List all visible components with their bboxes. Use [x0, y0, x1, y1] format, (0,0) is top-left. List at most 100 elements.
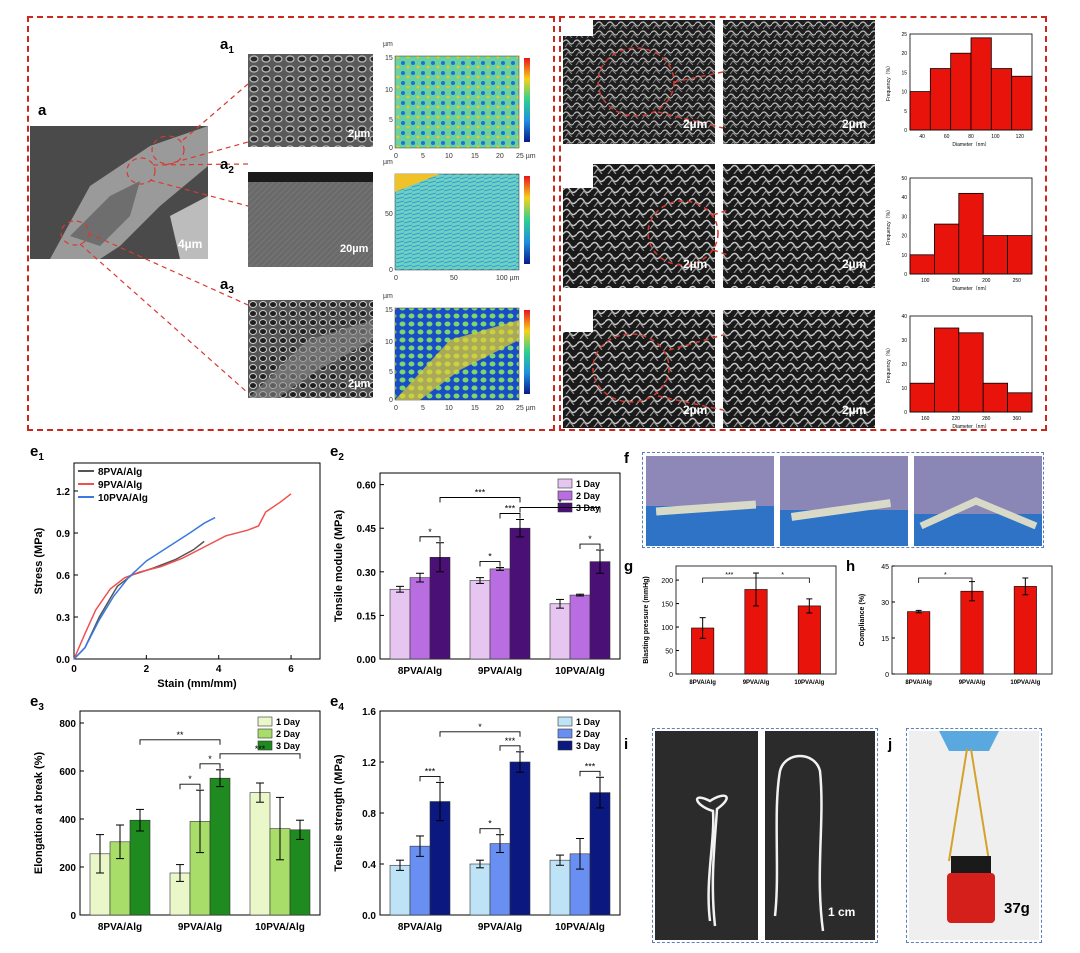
- x-axis-label: Diameter（nm）: [952, 424, 989, 430]
- significance-bracket: [479, 828, 501, 834]
- significance-label: ***: [505, 736, 516, 746]
- y-tick-label: 15: [901, 70, 907, 76]
- bar: [1013, 586, 1037, 675]
- svg-text:100 µm: 100 µm: [496, 275, 520, 282]
- label-g: g: [624, 558, 634, 575]
- significance-label: *: [208, 754, 212, 764]
- y-tick-label: 0: [904, 128, 907, 134]
- bar-2 Day: [569, 594, 591, 660]
- label-a1: a1: [220, 36, 234, 56]
- significance-label: *: [781, 572, 784, 579]
- significance-label: *: [588, 534, 592, 544]
- svg-text:5: 5: [389, 117, 393, 124]
- y-axis-label: Frequency（%）: [886, 207, 892, 245]
- x-category-label: 9PVA/Alg: [743, 680, 770, 686]
- x-category-label: 9PVA/Alg: [959, 680, 986, 686]
- y-axis-label: Stress (MPa): [33, 527, 45, 594]
- significance-bracket: [499, 513, 521, 519]
- hist-bar: [970, 37, 992, 131]
- y-tick-label: 10: [901, 90, 907, 96]
- connector-lines-a: [60, 83, 249, 394]
- scale-a3: 2µm: [348, 378, 371, 390]
- panel-f-frame: [642, 452, 1044, 548]
- significance-bracket: [419, 775, 441, 782]
- significance-bracket: [579, 770, 601, 777]
- significance-label: *: [488, 819, 492, 829]
- significance-bracket: [439, 497, 521, 503]
- scale-a: 4µm: [178, 237, 203, 251]
- significance-bracket: [479, 561, 501, 567]
- x-category-label: 10PVA/Alg: [1010, 680, 1040, 686]
- legend-label: 8PVA/Alg: [98, 467, 142, 478]
- label-e3: e3: [30, 693, 44, 713]
- significance-bracket: [219, 753, 301, 759]
- bar-3 Day: [589, 792, 611, 916]
- sem-images-bcd: [563, 20, 875, 428]
- y-tick-label: 0: [885, 672, 889, 679]
- sem-image-a3: [248, 300, 373, 398]
- significance-bracket: [419, 536, 441, 542]
- photo-i: [655, 731, 875, 940]
- legend-label: 3 Day: [276, 741, 300, 751]
- x-category-label: 10PVA/Alg: [794, 680, 824, 686]
- svg-text:15: 15: [385, 55, 393, 62]
- label-e1: e1: [30, 443, 44, 463]
- scale-c-right: 2µm: [842, 257, 867, 271]
- significance-label: *: [188, 774, 192, 784]
- significance-bracket: [179, 783, 201, 790]
- y-tick-label: 0.60: [357, 481, 377, 492]
- y-tick-label: 0: [669, 672, 673, 679]
- svg-text:0: 0: [394, 153, 398, 160]
- x-tick-label: 150: [952, 278, 961, 284]
- hist-bar: [1007, 235, 1033, 275]
- chart-h: 0 15 30 45 8PVA/Alg 9PVA/Alg 10PVA/Alg Complian…: [859, 564, 1053, 686]
- legend-label: 2 Day: [276, 729, 300, 739]
- svg-text:50: 50: [385, 211, 393, 218]
- bar-3 Day: [589, 561, 611, 660]
- y-tick-label: 600: [59, 767, 76, 778]
- legend-label: 1 Day: [576, 479, 600, 489]
- svg-text:0: 0: [394, 405, 398, 412]
- label-a2: a2: [220, 156, 234, 176]
- y-tick-label: 0: [904, 272, 907, 278]
- y-tick-label: 0.15: [357, 611, 377, 622]
- y-tick-label: 200: [59, 863, 76, 874]
- bar-1 Day: [549, 603, 571, 660]
- y-tick-label: 30: [901, 338, 907, 344]
- x-category-label: 9PVA/Alg: [478, 666, 522, 677]
- y-axis-label: Compliance (%): [859, 594, 866, 647]
- x-tick-label: 200: [982, 278, 991, 284]
- x-tick-label: 100: [991, 134, 1000, 140]
- y-tick-label: 1.2: [362, 758, 376, 769]
- svg-text:µm: µm: [383, 293, 393, 300]
- scale-d-left: 2µm: [683, 403, 708, 417]
- hist-bar: [909, 91, 931, 131]
- hist-bar: [1007, 392, 1033, 413]
- svg-text:10: 10: [385, 87, 393, 94]
- svg-text:0: 0: [389, 145, 393, 152]
- legend-swatch: [557, 740, 573, 751]
- y-tick-label: 40: [901, 195, 907, 201]
- x-tick-label: 250: [1013, 278, 1022, 284]
- y-axis-label: Frequency（%）: [886, 345, 892, 383]
- weight-label: 37g: [1004, 900, 1030, 917]
- legend-label: 3 Day: [576, 503, 600, 513]
- y-tick-label: 1.2: [56, 487, 70, 498]
- hist-bar: [982, 382, 1008, 413]
- y-tick-label: 5: [904, 109, 907, 115]
- label-j: j: [888, 736, 893, 753]
- chart-e4: 0.0 0.4 0.8 1.2 1.6 8PVA/Alg 9PVA/Alg 10PVA/Alg…: [333, 707, 621, 933]
- y-tick-label: 40: [901, 314, 907, 320]
- svg-text:20: 20: [496, 153, 504, 160]
- bar-1 Day: [389, 864, 411, 916]
- y-tick-label: 0.0: [362, 911, 376, 922]
- significance-bracket: [439, 731, 521, 737]
- scale-i: 1 cm: [828, 905, 856, 919]
- significance-label: *: [428, 527, 432, 537]
- x-tick-label: 2: [144, 664, 150, 675]
- scale-a1: 2µm: [348, 128, 371, 140]
- y-axis-label: Tensile module (MPa): [333, 510, 345, 623]
- x-tick-label: 220: [952, 416, 961, 422]
- bar-1 Day: [469, 863, 491, 916]
- y-tick-label: 20: [901, 234, 907, 240]
